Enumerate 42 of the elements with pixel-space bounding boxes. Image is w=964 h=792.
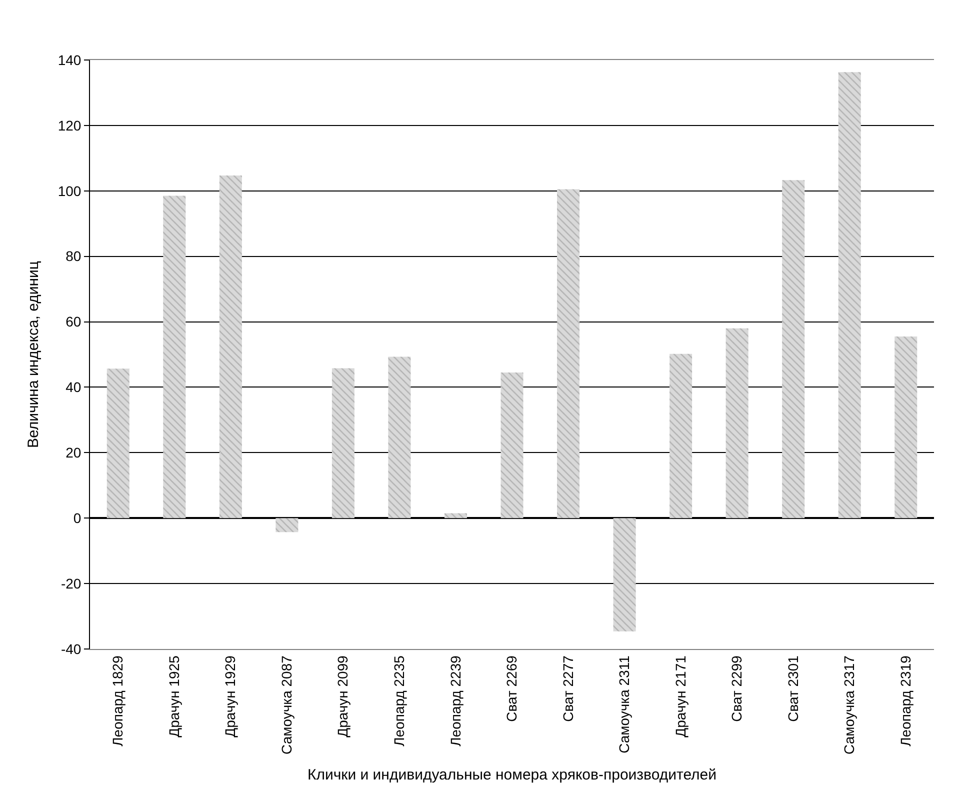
bar <box>670 354 692 518</box>
bar <box>388 356 411 518</box>
x-tick-label: Сват 2301 <box>784 655 801 722</box>
x-tick-label: Леопард 2319 <box>897 655 914 746</box>
y-tick-label: 120 <box>58 117 82 134</box>
x-tick-label: Леопард 2239 <box>447 655 464 746</box>
x-axis-title: Клички и индивидуальные номера хряков-производителей <box>307 766 717 784</box>
bar <box>444 513 467 518</box>
y-tick-label: 20 <box>66 444 82 461</box>
bar <box>894 336 918 518</box>
bar <box>726 328 748 518</box>
x-tick-label: Драчун 1925 <box>166 655 182 738</box>
y-tick-label: 40 <box>66 379 82 396</box>
y-tick-label: 100 <box>58 182 82 199</box>
bar <box>163 196 186 518</box>
y-tick-label: 80 <box>66 248 82 264</box>
bar <box>838 72 861 518</box>
y-tick-label: 60 <box>66 314 82 330</box>
x-tick-label: Леопард 1829 <box>110 655 126 746</box>
x-tick-label: Драчун 2099 <box>334 655 351 738</box>
x-tick-label: Драчун 1929 <box>222 655 238 738</box>
y-axis-title: Величина индекса, единиц <box>25 260 42 448</box>
y-tick-label: 0 <box>73 510 82 526</box>
x-tick-label: Сват 2277 <box>560 655 576 722</box>
x-tick-label: Сват 2269 <box>504 655 520 722</box>
bar <box>106 368 130 518</box>
bar <box>276 518 298 532</box>
x-tick-label: Самоучка 2311 <box>616 655 632 754</box>
bar <box>500 372 524 518</box>
x-tick-label: Сват 2299 <box>728 655 745 722</box>
y-tick-label: -40 <box>60 640 82 657</box>
y-tick-label: 140 <box>58 52 82 68</box>
x-tick-label: Самоучка 2317 <box>841 655 858 754</box>
bar <box>557 189 580 518</box>
bar <box>613 518 636 632</box>
y-tick-label: -20 <box>60 575 82 592</box>
x-tick-label: Драчун 2171 <box>672 655 688 738</box>
bar <box>332 368 354 518</box>
x-tick-label: Леопард 2235 <box>391 655 408 746</box>
bar <box>782 180 805 518</box>
bar <box>219 176 242 518</box>
x-tick-label: Самоучка 2087 <box>278 655 294 754</box>
